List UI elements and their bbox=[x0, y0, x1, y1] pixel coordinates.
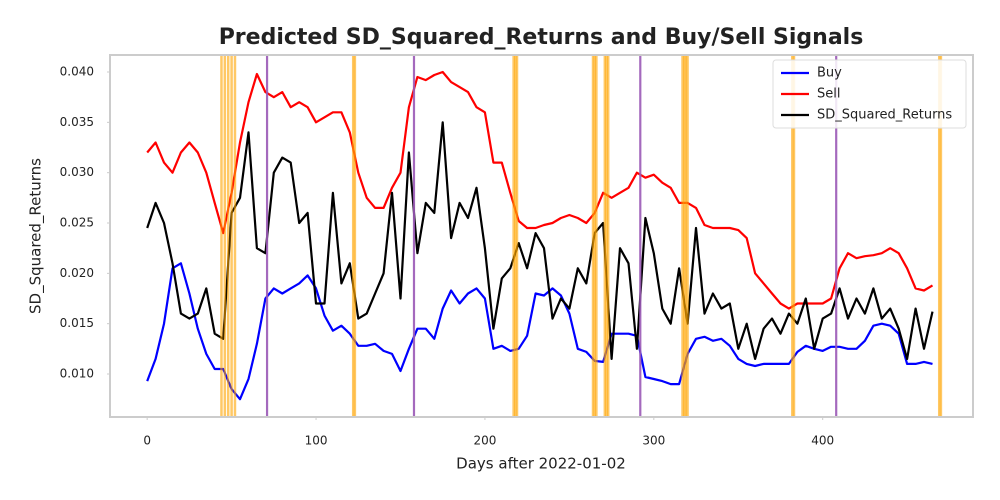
chart-title: Predicted SD_Squared_Returns and Buy/Sel… bbox=[219, 25, 864, 50]
y-tick-label: 0.020 bbox=[60, 266, 94, 280]
y-axis-label: SD_Squared_Returns bbox=[27, 158, 46, 314]
legend-label: Sell bbox=[817, 87, 840, 102]
y-tick-label: 0.025 bbox=[60, 216, 94, 230]
y-tick-label: 0.030 bbox=[60, 165, 94, 179]
legend-label: Buy bbox=[817, 66, 842, 81]
x-tick-label: 0 bbox=[143, 434, 151, 448]
series-line bbox=[146, 262, 933, 401]
x-tick-label: 100 bbox=[305, 434, 328, 448]
legend-label: SD_Squared_Returns bbox=[817, 108, 952, 123]
y-tick-label: 0.015 bbox=[60, 316, 94, 330]
legend-box bbox=[772, 59, 967, 129]
series-line bbox=[146, 70, 934, 310]
x-axis-label: Days after 2022-01-02 bbox=[456, 455, 626, 473]
y-tick-label: 0.035 bbox=[60, 115, 94, 129]
y-tick-label: 0.010 bbox=[60, 367, 94, 381]
x-tick-label: 400 bbox=[811, 434, 834, 448]
y-tick-label: 0.040 bbox=[60, 65, 94, 79]
x-tick-label: 200 bbox=[473, 434, 496, 448]
series-line bbox=[146, 121, 934, 360]
x-tick-label: 300 bbox=[642, 434, 665, 448]
